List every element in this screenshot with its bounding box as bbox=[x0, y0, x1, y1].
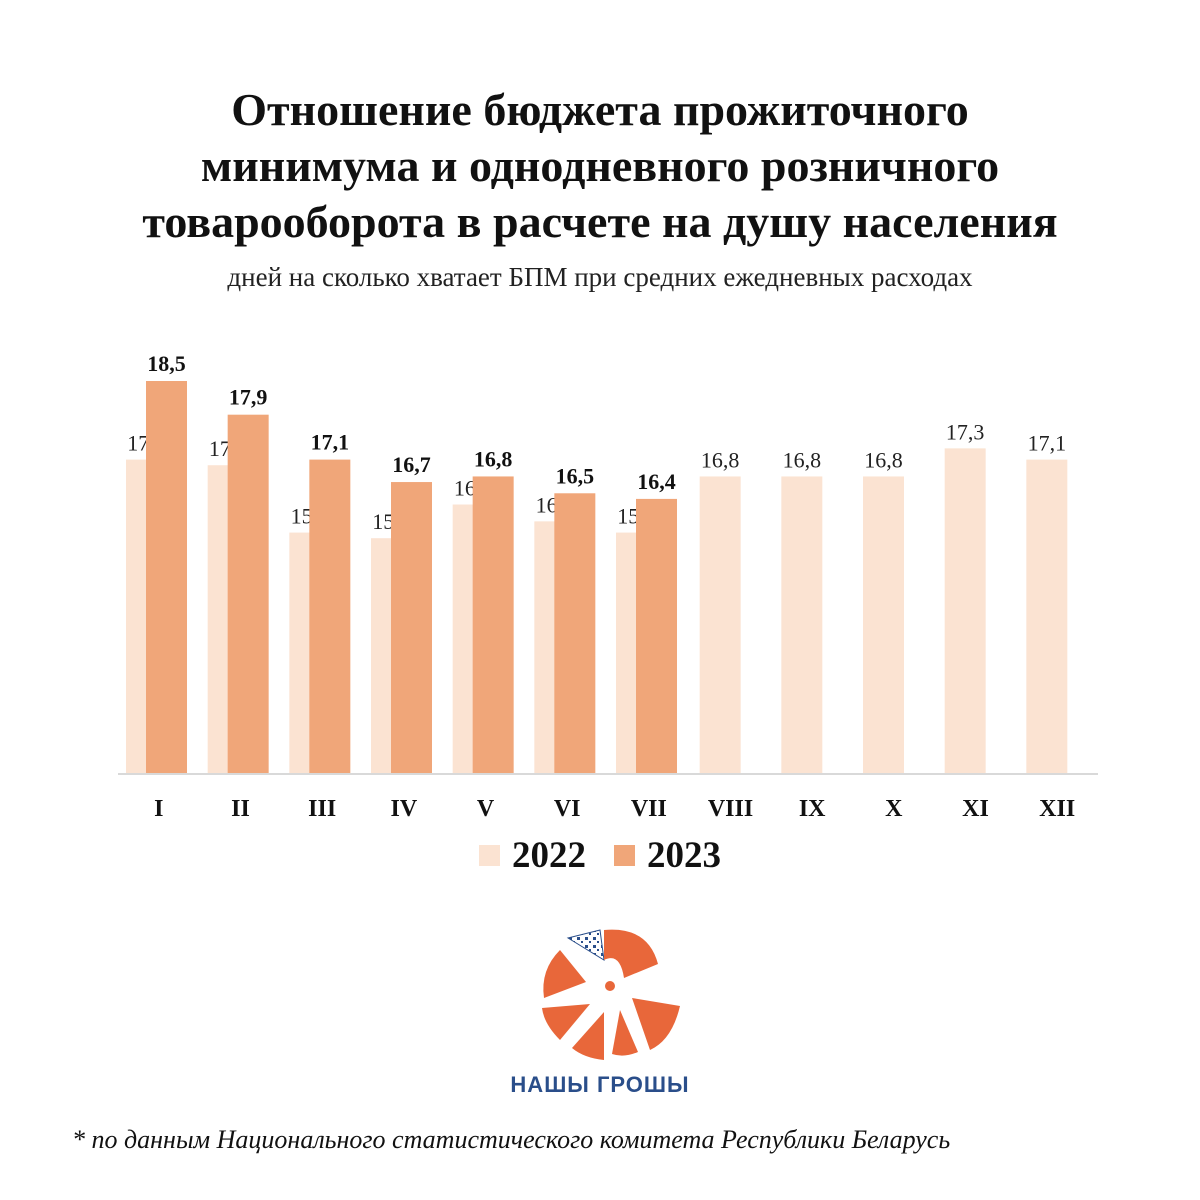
x-tick-label: IX bbox=[799, 796, 826, 822]
legend-label-2023: 2023 bbox=[647, 835, 721, 876]
bar-chart: 17,118,5I17,017,9II15,817,1III15,716,7IV… bbox=[118, 351, 1098, 822]
data-label-2023: 16,8 bbox=[474, 446, 513, 471]
nashy-groshy-logo-icon bbox=[542, 929, 680, 1060]
chart-title-line: Отношение бюджета прожиточного bbox=[231, 84, 969, 135]
x-tick-label: V bbox=[477, 796, 495, 822]
data-label-2022: 17,1 bbox=[1028, 431, 1067, 456]
x-tick-label: IV bbox=[390, 796, 417, 822]
bar-2023 bbox=[309, 459, 351, 774]
x-tick-label: VI bbox=[554, 796, 581, 822]
source-footnote: * по данным Национального статистическог… bbox=[72, 1125, 951, 1154]
legend-swatch-2023 bbox=[614, 845, 635, 866]
chart-title-line: товарооборота в расчете на душу населени… bbox=[142, 196, 1058, 247]
bar-2023 bbox=[554, 493, 596, 774]
data-label-2023: 17,9 bbox=[229, 385, 268, 410]
data-label-2023: 17,1 bbox=[311, 430, 350, 455]
legend-item-2022: 2022 bbox=[479, 834, 586, 877]
x-tick-label: XI bbox=[962, 796, 989, 822]
data-label-2023: 16,7 bbox=[392, 452, 431, 477]
bar-2022 bbox=[1026, 459, 1068, 774]
x-tick-label: II bbox=[231, 796, 250, 822]
x-tick-label: XII bbox=[1039, 796, 1075, 822]
bar-2023 bbox=[472, 476, 514, 774]
x-tick-label: X bbox=[885, 796, 903, 822]
x-tick-label: I bbox=[154, 796, 163, 822]
data-label-2023: 18,5 bbox=[147, 351, 186, 376]
x-tick-label: III bbox=[308, 796, 336, 822]
bar-2023 bbox=[227, 414, 269, 774]
data-label-2022: 17,3 bbox=[946, 419, 985, 444]
bar-2022 bbox=[944, 448, 986, 774]
bar-2022 bbox=[863, 476, 904, 774]
bar-2023 bbox=[391, 482, 432, 774]
data-label-2023: 16,5 bbox=[556, 463, 595, 488]
legend-label-2022: 2022 bbox=[512, 835, 586, 876]
chart-subtitle: дней на сколько хватает БПМ при средних … bbox=[227, 262, 973, 292]
chart-title: Отношение бюджета прожиточного минимума … bbox=[0, 82, 1200, 250]
bar-2022 bbox=[699, 476, 741, 774]
legend-item-2023: 2023 bbox=[614, 834, 721, 877]
x-tick-label: VII bbox=[631, 796, 667, 822]
legend-swatch-2022 bbox=[479, 845, 500, 866]
chart-title-line: минимума и однодневного розничного bbox=[200, 140, 1000, 191]
data-label-2023: 16,4 bbox=[637, 469, 676, 494]
bar-2022 bbox=[781, 476, 823, 774]
data-label-2022: 16,8 bbox=[701, 447, 740, 472]
data-label-2022: 16,8 bbox=[864, 447, 903, 472]
logo-wordmark: НАШЫ ГРОШЫ bbox=[510, 1072, 690, 1097]
x-tick-label: VIII bbox=[708, 796, 753, 822]
bar-2023 bbox=[146, 381, 187, 774]
data-label-2022: 16,8 bbox=[783, 447, 822, 472]
bar-2023 bbox=[636, 498, 677, 774]
chart-legend: 2022 2023 bbox=[0, 834, 1200, 877]
